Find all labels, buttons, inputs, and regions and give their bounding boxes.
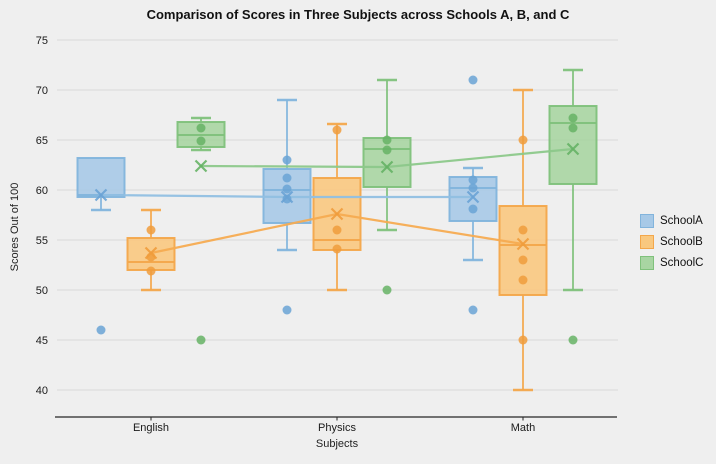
- point-schoolb-math: [518, 335, 528, 345]
- point-schoolc-math: [568, 113, 578, 123]
- ytick-label-60: 60: [36, 185, 48, 197]
- point-schoolb-physics: [332, 225, 342, 235]
- point-schoola-physics: [282, 184, 292, 194]
- point-schoolc-english: [196, 136, 206, 146]
- ytick-label-55: 55: [36, 235, 48, 247]
- mean-marker-schoolc-physics: [380, 160, 394, 174]
- outlier-schoolc-math: [568, 335, 578, 345]
- legend-item-schoolb: SchoolB: [640, 234, 703, 249]
- ytick-label-50: 50: [36, 285, 48, 297]
- point-schoolb-math: [518, 135, 528, 145]
- point-schoolb-english: [146, 266, 156, 276]
- point-schoolc-physics: [382, 135, 392, 145]
- ytick-label-45: 45: [36, 335, 48, 347]
- box-schoolc-physics: [362, 137, 412, 188]
- chart-title: Comparison of Scores in Three Subjects a…: [146, 7, 570, 22]
- point-schoolb-math: [518, 275, 528, 285]
- xtick-label-math: Math: [511, 422, 535, 434]
- mean-marker-schoola-math: [466, 190, 480, 204]
- outlier-schoola-math: [468, 75, 478, 85]
- ytick-label-40: 40: [36, 385, 48, 397]
- point-schoola-math: [468, 204, 478, 214]
- y-axis-title: Scores Out of 100: [9, 182, 21, 272]
- outlier-schoola-english: [96, 325, 106, 335]
- box-schoola-english: [76, 157, 126, 198]
- mean-marker-schoolc-math: [566, 142, 580, 156]
- mean-marker-schoolb-math: [516, 237, 530, 251]
- point-schoola-math: [468, 183, 478, 193]
- legend-item-schoolc: SchoolC: [640, 255, 704, 270]
- point-schoola-physics: [282, 155, 292, 165]
- legend-item-schoola: SchoolA: [640, 213, 703, 228]
- point-schoolc-math: [568, 123, 578, 133]
- point-schoolc-english: [196, 123, 206, 133]
- x-axis-title: Subjects: [315, 438, 359, 450]
- point-schoolb-physics: [332, 125, 342, 135]
- point-schoolb-english: [146, 252, 156, 262]
- mean-marker-schoolb-physics: [330, 207, 344, 221]
- point-schoolb-math: [518, 255, 528, 265]
- ytick-label-65: 65: [36, 135, 48, 147]
- point-schoolb-physics: [332, 244, 342, 254]
- mean-marker-schoola-english: [94, 188, 108, 202]
- legend-label-schoolb: SchoolB: [660, 235, 703, 248]
- outlier-schoola-math: [468, 305, 478, 315]
- legend-label-schoolc: SchoolC: [660, 256, 704, 269]
- legend: SchoolA SchoolB SchoolC: [640, 213, 704, 277]
- point-schoola-physics: [282, 173, 292, 183]
- ytick-label-70: 70: [36, 85, 48, 97]
- outlier-schoolc-english: [196, 335, 206, 345]
- ytick-label-75: 75: [36, 35, 48, 47]
- xtick-label-english: English: [133, 422, 169, 434]
- point-schoola-physics: [282, 194, 292, 204]
- outlier-schoolc-physics: [382, 285, 392, 295]
- point-schoola-math: [468, 175, 478, 185]
- mean-marker-schoolc-english: [194, 159, 208, 173]
- legend-label-schoola: SchoolA: [660, 214, 703, 227]
- legend-swatch-schoolb: [640, 234, 654, 249]
- outlier-schoola-physics: [282, 305, 292, 315]
- point-schoolb-english: [146, 225, 156, 235]
- xtick-label-physics: Physics: [318, 422, 356, 434]
- legend-swatch-schoola: [640, 213, 654, 228]
- point-schoolb-math: [518, 225, 528, 235]
- point-schoolc-physics: [382, 145, 392, 155]
- legend-swatch-schoolc: [640, 255, 654, 270]
